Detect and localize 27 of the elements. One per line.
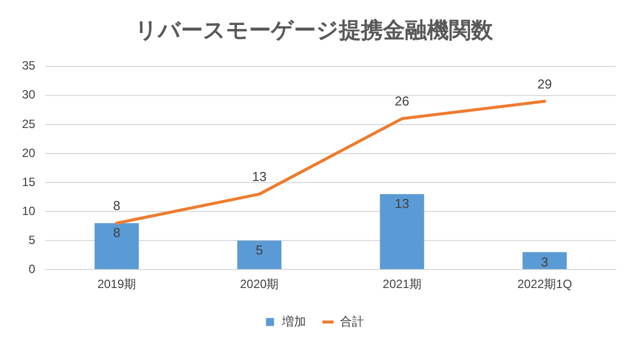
y-tick-label: 20 bbox=[22, 146, 36, 160]
data-label: 13 bbox=[394, 196, 410, 212]
x-tick-label: 2022期1Q bbox=[517, 277, 572, 292]
data-label: 29 bbox=[537, 76, 552, 92]
y-tick-label: 15 bbox=[22, 174, 36, 189]
y-tick-label: 30 bbox=[22, 88, 36, 102]
data-label: 26 bbox=[394, 94, 410, 109]
data-label: 8 bbox=[113, 198, 120, 214]
chart-title: リバースモーゲージ提携金融機関数 bbox=[135, 17, 494, 42]
bar bbox=[522, 252, 567, 270]
legend-label: 合計 bbox=[340, 314, 364, 328]
x-tick-label: 2020期 bbox=[240, 277, 279, 292]
data-label: 3 bbox=[541, 254, 548, 270]
data-label: 8 bbox=[113, 225, 120, 240]
bar bbox=[380, 194, 424, 270]
y-tick-label: 10 bbox=[22, 204, 36, 218]
bar bbox=[94, 223, 139, 270]
y-tick-label: 35 bbox=[22, 58, 36, 73]
data-label: 5 bbox=[256, 242, 263, 258]
x-tick-label: 2021期 bbox=[382, 277, 422, 292]
y-tick-label: 5 bbox=[28, 232, 36, 247]
legend-label: 増加 bbox=[281, 314, 306, 328]
data-label: 13 bbox=[252, 169, 267, 184]
y-tick-label: 25 bbox=[22, 116, 36, 131]
y-tick-label: 0 bbox=[28, 262, 36, 276]
x-tick-label: 2019期 bbox=[97, 277, 136, 292]
bar bbox=[237, 240, 282, 270]
